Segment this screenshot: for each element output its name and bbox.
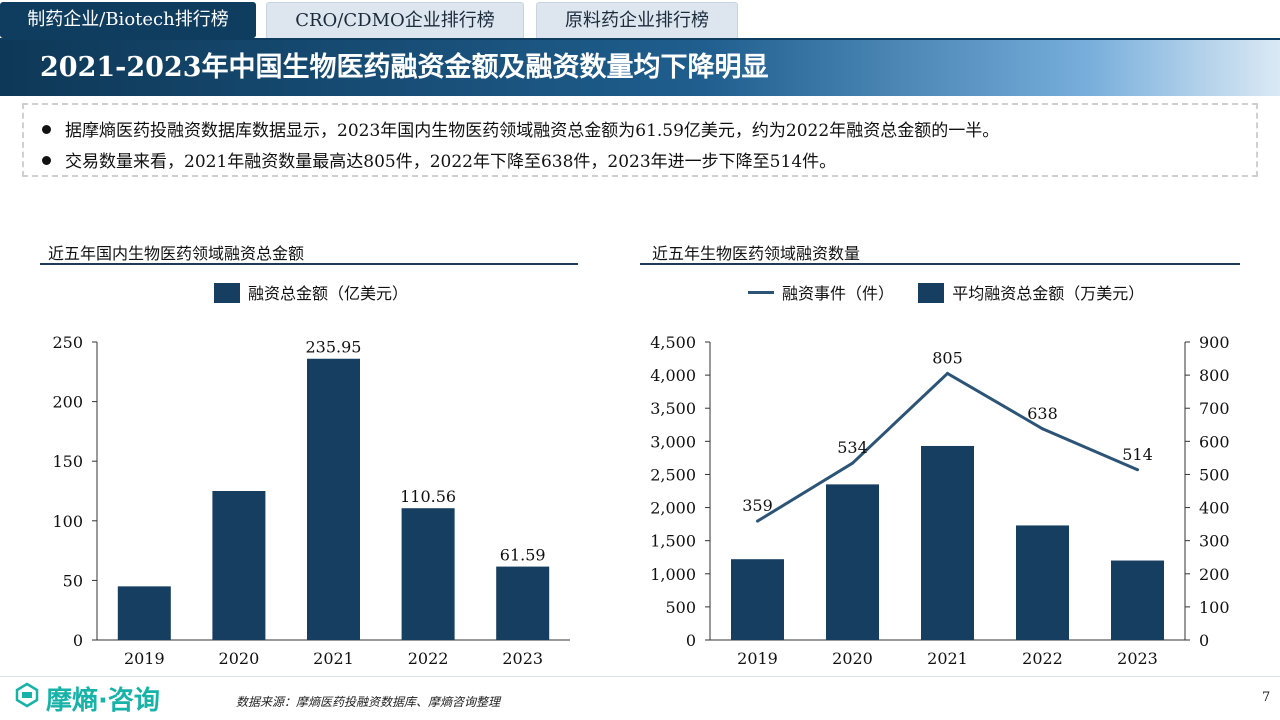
x-tick-label: 2023 bbox=[502, 649, 543, 668]
x-tick-label: 2022 bbox=[1022, 649, 1063, 668]
x-tick-label: 2019 bbox=[737, 649, 778, 668]
line-point bbox=[1041, 427, 1044, 431]
left-y-tick-label: 4,000 bbox=[650, 366, 696, 385]
left-y-tick-label: 2,000 bbox=[650, 499, 696, 518]
y-tick-label: 200 bbox=[52, 393, 83, 412]
line-data-label: 638 bbox=[1027, 404, 1058, 423]
x-tick-label: 2023 bbox=[1117, 649, 1158, 668]
left-legend-label: 融资总金额（亿美元） bbox=[248, 284, 409, 303]
x-tick-label: 2021 bbox=[927, 649, 968, 668]
title-bar bbox=[0, 40, 1280, 96]
brand-logo-text: 摩熵·咨询 bbox=[46, 686, 160, 716]
tab-pharma-biotech-ranking[interactable]: 制药企业/Biotech排行榜 bbox=[0, 2, 256, 38]
x-tick-label: 2022 bbox=[408, 649, 449, 668]
x-tick-label: 2020 bbox=[219, 649, 260, 668]
summary-bullet: 据摩熵医药投融资数据库数据显示，2023年国内生物医药领域融资总金额为61.59… bbox=[42, 116, 999, 141]
line-legend-swatch bbox=[748, 291, 774, 294]
bar bbox=[826, 484, 879, 640]
left-bar-chart: 0 50 100 150 200 250 2019 2020 2021 235.95 2022 110… bbox=[52, 333, 570, 668]
line-data-label: 359 bbox=[742, 496, 773, 515]
bullet-dot-icon bbox=[42, 156, 51, 165]
bar-legend-swatch bbox=[214, 282, 240, 303]
line-data-label: 534 bbox=[837, 438, 868, 457]
data-source-note: 数据来源：摩熵医药投融资数据库、摩熵咨询整理 bbox=[236, 695, 501, 709]
top-tab-bar: 制药企业/Biotech排行榜 CRO/CDMO企业排行榜 原料药企业排行榜 bbox=[0, 0, 1280, 40]
x-tick-label: 2019 bbox=[124, 649, 165, 668]
right-chart-legend: 融资事件（件） 平均融资总金额（万美元） bbox=[748, 280, 1144, 305]
y-tick-label: 100 bbox=[52, 512, 83, 531]
right-y-tick-label: 0 bbox=[1199, 631, 1209, 650]
footer-divider bbox=[0, 676, 1280, 677]
right-combo-chart: 0 500 1,000 1,500 2,000 2,500 3,000 3,500 4,000 4… bbox=[650, 333, 1230, 668]
bullet-text: 交易数量来看，2021年融资数量最高达805件，2022年下降至638件，202… bbox=[65, 152, 837, 172]
tab-cro-cdmo-ranking[interactable]: CRO/CDMO企业排行榜 bbox=[266, 2, 524, 40]
y-tick-label: 150 bbox=[52, 452, 83, 471]
x-tick-label: 2020 bbox=[832, 649, 873, 668]
bar bbox=[212, 491, 266, 640]
left-chart-legend: 融资总金额（亿美元） bbox=[214, 280, 408, 305]
right-y-tick-label: 100 bbox=[1199, 598, 1230, 617]
right-legend-bar-label: 平均融资总金额（万美元） bbox=[952, 284, 1145, 303]
right-chart-title: 近五年生物医药领域融资数量 bbox=[652, 244, 861, 263]
left-y-tick-label: 3,500 bbox=[650, 399, 696, 418]
line-data-label: 514 bbox=[1122, 445, 1153, 464]
line-data-label: 805 bbox=[932, 348, 963, 367]
left-y-tick-label: 1,000 bbox=[650, 565, 696, 584]
summary-box bbox=[22, 103, 1258, 177]
line-point bbox=[946, 371, 949, 375]
brand-logo-icon bbox=[15, 682, 39, 708]
line-point bbox=[1136, 468, 1139, 472]
bar bbox=[731, 559, 784, 640]
page-title: 2021-2023年中国生物医药融资金额及融资数量均下降明显 bbox=[40, 52, 769, 83]
right-y-tick-label: 200 bbox=[1199, 565, 1230, 584]
y-tick-label: 50 bbox=[63, 571, 83, 590]
right-y-tick-label: 800 bbox=[1199, 366, 1230, 385]
left-y-tick-label: 500 bbox=[665, 598, 696, 617]
line-point bbox=[851, 461, 854, 465]
left-y-tick-label: 4,500 bbox=[650, 333, 696, 352]
bullet-text: 据摩熵医药投融资数据库数据显示，2023年国内生物医药领域融资总金额为61.59… bbox=[65, 121, 1000, 141]
bar bbox=[496, 566, 550, 640]
left-y-tick-label: 1,500 bbox=[650, 532, 696, 551]
bar bbox=[1111, 560, 1164, 640]
bullet-dot-icon bbox=[42, 125, 51, 134]
right-y-tick-label: 700 bbox=[1199, 399, 1230, 418]
bar bbox=[117, 586, 171, 640]
x-tick-label: 2021 bbox=[313, 649, 354, 668]
summary-bullet: 交易数量来看，2021年融资数量最高达805件，2022年下降至638件，202… bbox=[42, 147, 836, 172]
left-y-tick-label: 0 bbox=[686, 631, 696, 650]
tab-api-ranking[interactable]: 原料药企业排行榜 bbox=[536, 2, 738, 40]
bar bbox=[307, 358, 360, 640]
data-label: 235.95 bbox=[306, 338, 362, 357]
right-y-tick-label: 300 bbox=[1199, 532, 1230, 551]
tab-divider bbox=[0, 38, 1280, 40]
y-tick-label: 250 bbox=[52, 333, 83, 352]
right-y-tick-label: 900 bbox=[1199, 333, 1230, 352]
page-number: 7 bbox=[1262, 690, 1271, 705]
data-label: 61.59 bbox=[500, 546, 546, 565]
right-y-tick-label: 600 bbox=[1199, 432, 1230, 451]
left-y-tick-label: 2,500 bbox=[650, 465, 696, 484]
bar bbox=[921, 445, 974, 640]
left-chart-title-rule bbox=[40, 263, 578, 265]
y-tick-label: 0 bbox=[73, 631, 83, 650]
data-label: 110.56 bbox=[400, 487, 456, 506]
right-legend-line-label: 融资事件（件） bbox=[782, 284, 895, 303]
left-chart-title: 近五年国内生物医药领域融资总金额 bbox=[48, 244, 305, 263]
line-point bbox=[756, 519, 759, 523]
bar-legend-swatch bbox=[918, 282, 945, 303]
right-y-tick-label: 400 bbox=[1199, 499, 1230, 518]
right-y-tick-label: 500 bbox=[1199, 465, 1230, 484]
right-chart-title-rule bbox=[640, 263, 1240, 265]
bar bbox=[1016, 525, 1069, 640]
bar bbox=[401, 508, 455, 640]
left-y-tick-label: 3,000 bbox=[650, 432, 696, 451]
